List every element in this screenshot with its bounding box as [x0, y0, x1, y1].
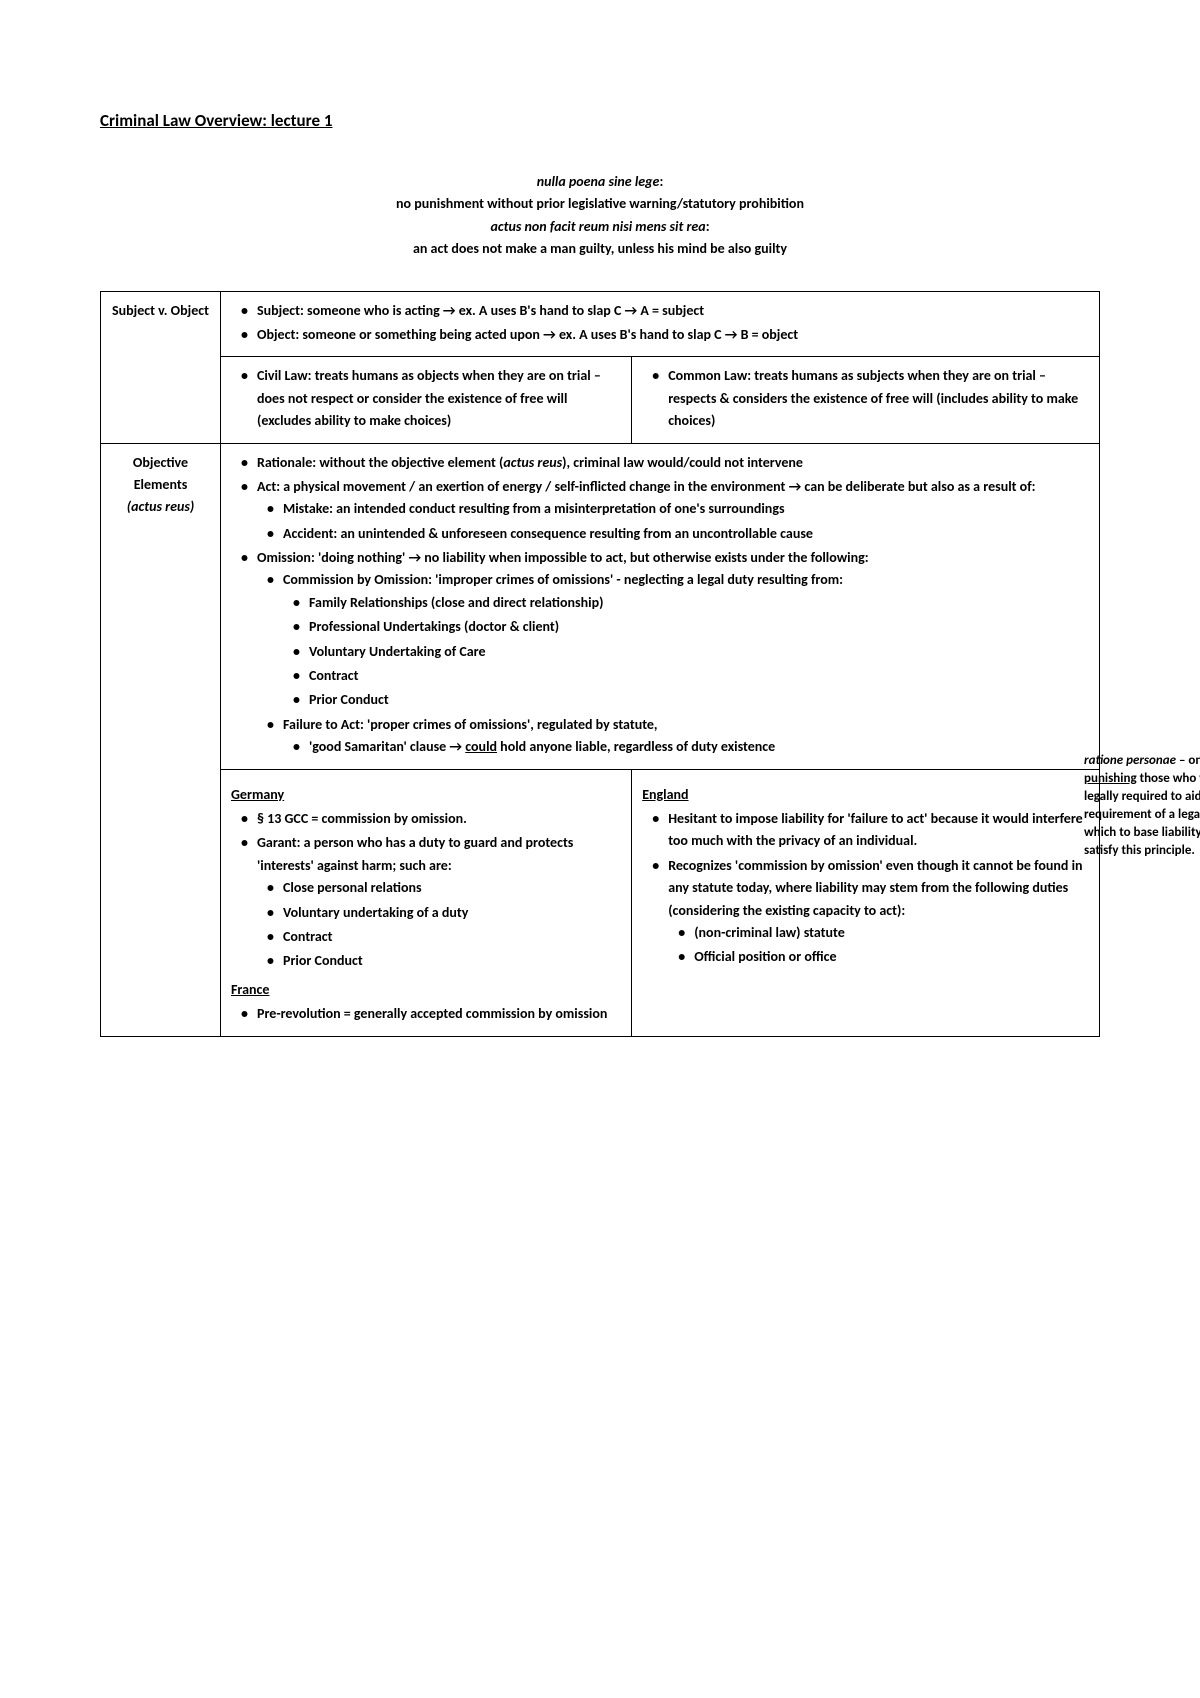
act-bullet: Act: a physical movement / an exertion o… — [231, 476, 1089, 545]
rationale-bullet: Rationale: without the objective element… — [231, 452, 1089, 474]
latin-maxim-2: actus non facit reum nisi mens sit rea — [490, 218, 705, 235]
actus-reus-content: Rationale: without the objective element… — [221, 443, 1100, 769]
accident-bullet: Accident: an unintended & unforeseen con… — [257, 523, 1089, 545]
germany-close-relations: Close personal relations — [257, 877, 621, 899]
england-header: England — [642, 784, 1089, 806]
germany-gcc: § 13 GCC = commission by omission. — [231, 808, 621, 830]
subject-def: Subject: someone who is acting → ex. A u… — [231, 300, 1089, 322]
prior-conduct-bullet: Prior Conduct — [283, 689, 1089, 711]
mistake-bullet: Mistake: an intended conduct resulting f… — [257, 498, 1089, 520]
page-title: Criminal Law Overview: lecture 1 — [100, 110, 1100, 131]
civil-law-text: Civil Law: treats humans as objects when… — [231, 365, 621, 432]
voluntary-bullet: Voluntary Undertaking of Care — [283, 641, 1089, 663]
england-statute: (non-criminal law) statute — [668, 922, 1089, 944]
failure-to-act-bullet: Failure to Act: 'proper crimes of omissi… — [257, 714, 1089, 759]
subject-object-definitions: Subject: someone who is acting → ex. A u… — [221, 291, 1100, 357]
germany-header: Germany — [231, 784, 621, 806]
intro-line-1: no punishment without prior legislative … — [100, 193, 1100, 215]
commission-by-omission-bullet: Commission by Omission: 'improper crimes… — [257, 569, 1089, 711]
row-label-objective-elements: Objective Elements (actus reus) — [101, 443, 221, 1036]
object-def: Object: someone or something being acted… — [231, 324, 1089, 346]
england-hesitant: Hesitant to impose liability for 'failur… — [642, 808, 1089, 853]
good-samaritan-bullet: 'good Samaritan' clause → could hold any… — [283, 736, 1089, 758]
germany-contract: Contract — [257, 926, 621, 948]
contract-bullet: Contract — [283, 665, 1089, 687]
england-official-position: Official position or office — [668, 946, 1089, 968]
france-prerevolution: Pre-revolution = generally accepted comm… — [231, 1003, 621, 1025]
row-label-subject-object: Subject v. Object — [101, 291, 221, 443]
germany-voluntary-duty: Voluntary undertaking of a duty — [257, 902, 621, 924]
latin-maxim-1: nulla poena sine lege — [537, 173, 660, 190]
common-law-text: Common Law: treats humans as subjects wh… — [642, 365, 1089, 432]
family-bullet: Family Relationships (close and direct r… — [283, 592, 1089, 614]
germany-france-cell: Germany § 13 GCC = commission by omissio… — [221, 769, 632, 1036]
germany-garant: Garant: a person who has a duty to guard… — [231, 832, 621, 972]
civil-law-cell: Civil Law: treats humans as objects when… — [221, 357, 632, 443]
ratione-personae-note: ratione personae – only punishing those … — [1084, 752, 1200, 861]
england-cell: England Hesitant to impose liability for… — [632, 769, 1100, 1036]
content-table: Subject v. Object Subject: someone who i… — [100, 291, 1100, 1037]
germany-prior-conduct: Prior Conduct — [257, 950, 621, 972]
common-law-cell: Common Law: treats humans as subjects wh… — [632, 357, 1100, 443]
omission-bullet: Omission: 'doing nothing' → no liability… — [231, 547, 1089, 759]
intro-block: nulla poena sine lege: no punishment wit… — [100, 171, 1100, 261]
france-header: France — [231, 979, 621, 1001]
intro-line-2: an act does not make a man guilty, unles… — [100, 238, 1100, 260]
professional-bullet: Professional Undertakings (doctor & clie… — [283, 616, 1089, 638]
england-recognizes: Recognizes 'commission by omission' even… — [642, 855, 1089, 969]
